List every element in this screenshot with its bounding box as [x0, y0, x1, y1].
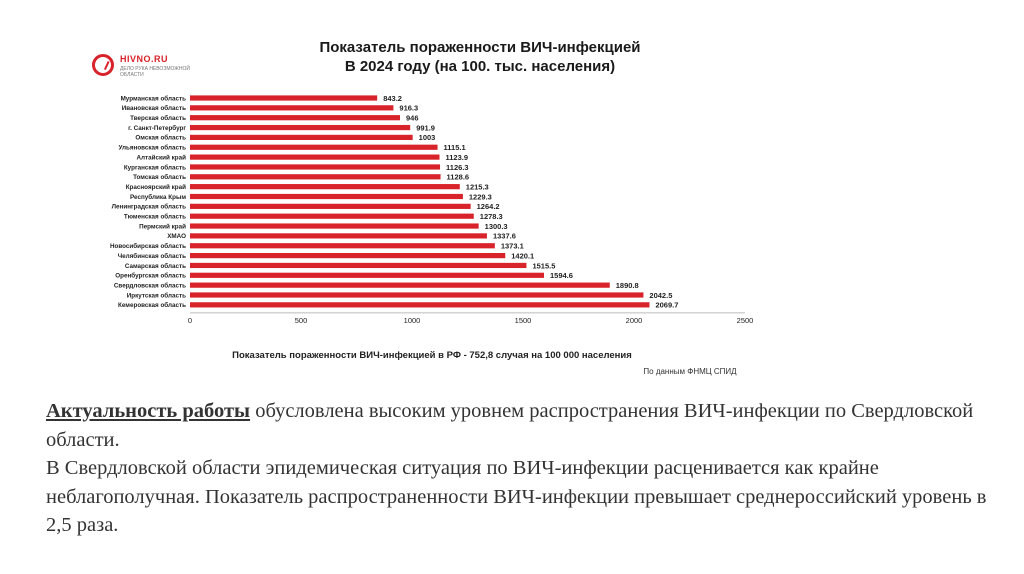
bar [190, 203, 471, 209]
category-label: Оренбургская область [115, 272, 186, 280]
bar [190, 134, 413, 140]
bar [190, 272, 545, 278]
category-label: Ивановская область [122, 104, 186, 112]
paragraph-1: Актуальность работы обусловлена высоким … [46, 397, 1006, 454]
chart-title-line2: В 2024 году (на 100. тыс. населения) [345, 58, 615, 75]
bar [190, 164, 441, 170]
category-label: Челябинская область [118, 252, 186, 260]
value-label: 1420.1 [511, 251, 534, 260]
x-tick-label: 2000 [626, 316, 643, 325]
value-label: 946 [406, 114, 419, 123]
value-label: 1123.9 [446, 153, 469, 162]
value-label: 1890.8 [616, 281, 639, 290]
category-label: Пермский край [139, 222, 186, 230]
value-label: 1215.3 [466, 182, 489, 191]
category-label: Алтайский край [136, 153, 186, 161]
ribbon-logo-icon [92, 54, 114, 76]
bar [190, 253, 506, 259]
value-label: 1128.6 [447, 173, 470, 182]
logo-subtitle: ДЕЛО РУКА НЕВОЗМОЖНОЙ ОБЛАСТИ [120, 66, 190, 78]
value-label: 1300.3 [485, 222, 508, 231]
x-tick-label: 1500 [515, 316, 532, 325]
bar [190, 292, 644, 298]
category-label: Мурманская область [121, 94, 187, 102]
logo-brand: HIVNO.RU [120, 54, 169, 64]
bar [190, 124, 411, 131]
category-label: Омская область [135, 134, 186, 142]
bar [190, 154, 440, 160]
category-label: Кемеровская область [118, 301, 186, 309]
chart-title-line1: Показатель пораженности ВИЧ-инфекцией [319, 39, 640, 56]
bar [190, 243, 495, 249]
value-label: 1126.3 [446, 163, 469, 172]
value-label: 1515.5 [532, 261, 555, 270]
paragraph-1-rest: обусловлена высоким уровнем распростране… [46, 400, 974, 451]
category-labels: Мурманская область Ивановская область Твер… [110, 94, 186, 309]
bar [190, 184, 460, 190]
category-label: ХМАО [167, 233, 186, 240]
value-label: 1229.3 [469, 192, 492, 201]
chart-source: По данным ФНМЦ СПИД [643, 367, 737, 376]
value-label: 2042.5 [649, 291, 672, 300]
bar [190, 262, 527, 269]
value-label: 916.3 [399, 104, 418, 113]
category-label: г. Санкт-Петербург [128, 124, 186, 132]
bar [190, 95, 378, 101]
x-tick-label: 2500 [737, 316, 754, 325]
bar [190, 302, 650, 308]
x-tick-label: 0 [188, 316, 192, 325]
value-label: 1278.3 [480, 212, 503, 221]
bar [190, 144, 438, 150]
x-tick-label: 1000 [404, 316, 421, 325]
bar [190, 213, 474, 219]
value-label: 1264.2 [477, 202, 500, 211]
value-label: 991.9 [416, 123, 435, 132]
x-tick-labels: 0 500 1000 1500 2000 2500 [188, 316, 753, 325]
value-label: 1373.1 [501, 242, 524, 251]
category-label: Новосибирская область [110, 242, 186, 250]
category-label: Тюменская область [124, 213, 186, 221]
category-label: Ульяновская область [118, 144, 186, 152]
category-label: Томская область [133, 173, 186, 181]
value-label: 1594.6 [550, 271, 573, 280]
bar [190, 115, 401, 121]
bar [190, 233, 487, 239]
category-label: Ленинградская область [112, 203, 187, 211]
category-label: Тверская область [130, 114, 186, 122]
body-text: Актуальность работы обусловлена высоким … [46, 397, 1006, 540]
value-label: 1337.6 [493, 232, 516, 241]
category-label: Иркутская область [127, 291, 186, 299]
value-label: 1115.1 [444, 143, 466, 152]
x-tick-label: 500 [295, 316, 308, 325]
bar [190, 223, 479, 229]
category-label: Самарская область [125, 262, 186, 270]
category-label: Республика Крым [130, 193, 186, 201]
bar-chart: Показатель пораженности ВИЧ-инфекцией В … [110, 39, 753, 376]
paragraph-2: В Свердловской области эпидемическая сит… [46, 457, 987, 536]
hivno-logo: HIVNO.RU ДЕЛО РУКА НЕВОЗМОЖНОЙ ОБЛАСТИ [92, 50, 202, 84]
value-label: 1003 [419, 133, 436, 142]
category-label: Курганская область [124, 163, 186, 171]
bar [190, 282, 610, 288]
value-label: 2069.7 [655, 301, 678, 310]
category-label: Свердловская область [114, 281, 186, 289]
bar [190, 174, 441, 180]
bar [190, 105, 394, 111]
bar [190, 193, 463, 200]
bars-group [190, 95, 650, 308]
value-label: 843.2 [383, 94, 402, 103]
lead-phrase: Актуальность работы [46, 400, 251, 422]
x-axis-label: Показатель пораженности ВИЧ-инфекцией в … [232, 350, 632, 361]
category-label: Красноярский край [126, 183, 186, 191]
